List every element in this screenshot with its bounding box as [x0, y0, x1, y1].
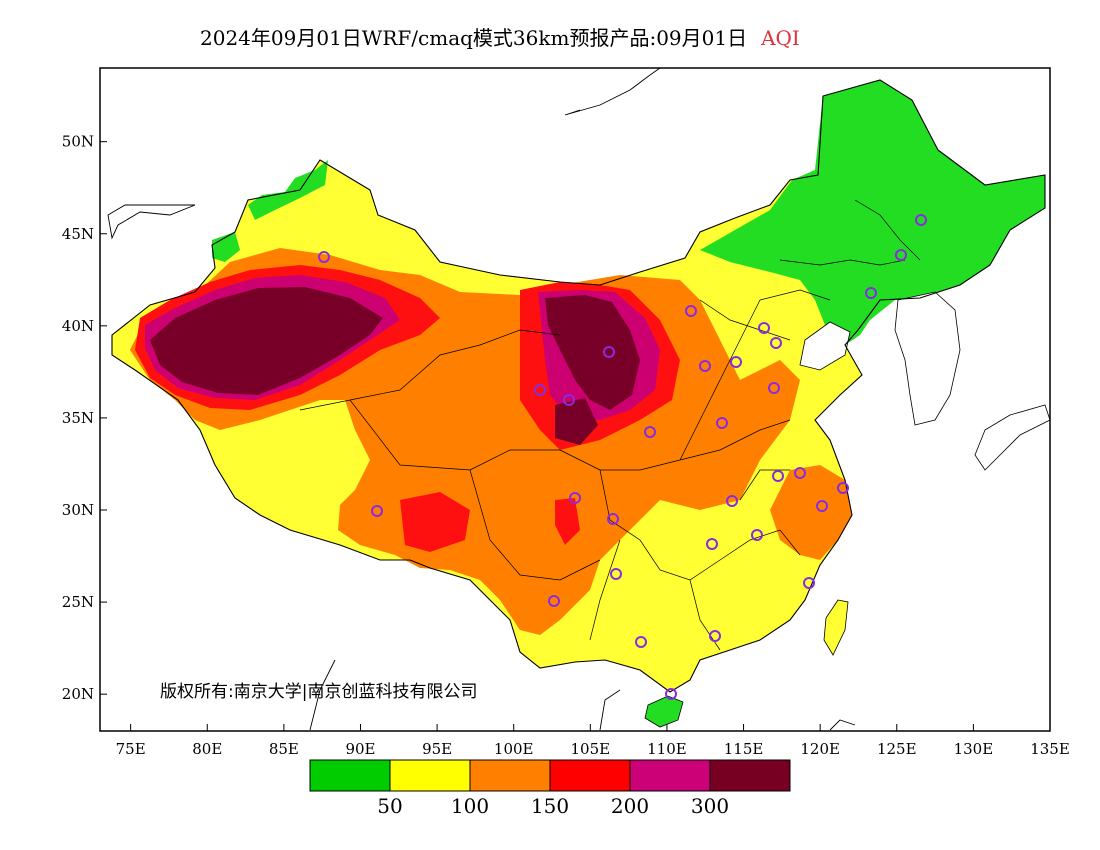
legend-label: 150	[531, 794, 569, 818]
copyright-text: 版权所有:南京大学|南京创蓝科技有限公司	[160, 682, 477, 702]
coastline-lake-baikal	[564, 68, 661, 116]
station-marker	[607, 513, 619, 525]
station-marker	[610, 568, 622, 580]
station-marker	[665, 688, 677, 700]
station-marker	[603, 346, 615, 358]
y-tick-label: 45N	[62, 225, 94, 243]
station-marker	[915, 214, 927, 226]
x-tick-label: 80E	[192, 740, 222, 758]
region-hazardous	[150, 287, 640, 445]
station-marker	[563, 394, 575, 406]
station-marker	[635, 636, 647, 648]
legend-swatch	[709, 759, 791, 792]
station-marker	[709, 630, 721, 642]
legend-label: 50	[377, 794, 402, 818]
y-tick-label: 35N	[62, 409, 94, 427]
station-marker	[770, 337, 782, 349]
y-tick-label: 20N	[62, 685, 94, 703]
station-marker	[816, 500, 828, 512]
station-marker	[726, 495, 738, 507]
x-tick-label: 110E	[647, 740, 687, 758]
legend-swatch	[629, 759, 711, 792]
china-border	[111, 79, 1046, 693]
station-marker	[730, 356, 742, 368]
coastline-kazakhstan	[107, 204, 196, 240]
station-marker	[534, 384, 546, 396]
region-japan	[974, 404, 1050, 471]
y-axis: 20N 25N 30N 35N 40N 45N 50N	[62, 133, 107, 703]
y-tick-label: 30N	[62, 501, 94, 519]
legend-swatch	[469, 759, 551, 792]
station-marker	[895, 249, 907, 261]
legend-label: 300	[691, 794, 729, 818]
region-korea	[894, 291, 961, 426]
region-hainan	[644, 695, 684, 728]
x-tick-label: 105E	[571, 740, 611, 758]
legend-swatch	[309, 759, 391, 792]
map-title: 2024年09月01日WRF/cmaq模式36km预报产品:09月01日 AQI	[200, 22, 800, 51]
region-bohai	[799, 321, 851, 371]
y-tick-label: 40N	[62, 317, 94, 335]
station-marker	[716, 417, 728, 429]
station-marker	[803, 577, 815, 589]
x-tick-label: 120E	[800, 740, 840, 758]
x-tick-label: 95E	[422, 740, 452, 758]
station-marker	[569, 492, 581, 504]
station-marker	[706, 538, 718, 550]
region-good-ili	[212, 232, 240, 262]
title-variable: AQI	[761, 26, 800, 50]
station-marker	[768, 382, 780, 394]
station-marker	[685, 305, 697, 317]
region-good-northeast	[700, 80, 1045, 345]
region-good-altai	[248, 160, 328, 220]
legend-swatch	[389, 759, 471, 792]
station-marker	[371, 505, 383, 517]
x-tick-label: 100E	[494, 740, 534, 758]
x-tick-label: 75E	[116, 740, 146, 758]
y-tick-label: 25N	[62, 593, 94, 611]
station-marker	[318, 251, 330, 263]
legend-label: 100	[451, 794, 489, 818]
map-content	[107, 68, 1050, 731]
station-marker	[751, 529, 763, 541]
station-marker	[865, 287, 877, 299]
province-boundaries	[299, 199, 921, 651]
station-marker	[548, 595, 560, 607]
x-tick-label: 115E	[724, 740, 764, 758]
station-markers	[318, 214, 927, 700]
coastline-southeast-asia	[309, 659, 856, 731]
x-tick-label: 125E	[877, 740, 917, 758]
x-tick-label: 135E	[1030, 740, 1070, 758]
station-marker	[794, 467, 806, 479]
station-marker	[772, 470, 784, 482]
region-unhealthy-sensitive-east	[770, 465, 852, 560]
title-main: 2024年09月01日WRF/cmaq模式36km预报产品:09月01日	[200, 26, 748, 50]
legend-label: 200	[611, 794, 649, 818]
x-tick-label: 90E	[345, 740, 375, 758]
region-taiwan	[823, 599, 849, 656]
station-marker	[699, 360, 711, 372]
station-marker	[644, 426, 656, 438]
station-marker	[837, 482, 849, 494]
aqi-legend: 50 100 150 200 300	[309, 759, 791, 818]
x-axis: 75E 80E 85E 90E 95E 100E 105E 110E 115E 120E 125E 1…	[116, 724, 1070, 758]
legend-swatch	[549, 759, 631, 792]
x-tick-label: 85E	[269, 740, 299, 758]
station-marker	[758, 322, 770, 334]
map-frame	[99, 67, 1051, 732]
x-tick-label: 130E	[954, 740, 994, 758]
y-tick-label: 50N	[62, 133, 94, 151]
